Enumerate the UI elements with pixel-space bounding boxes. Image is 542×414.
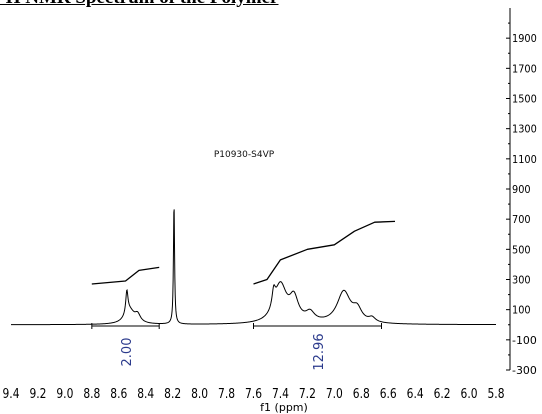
y-axis: 1900 1700 1500 1300 1100 900 700 500 300 100 -100 -… [506, 8, 537, 377]
x-tick-label: 8.2 [164, 387, 181, 402]
integral-region: 2.00 [91, 266, 160, 367]
integrals: 2.00 12.96 [91, 220, 396, 371]
integral-curve [253, 220, 396, 285]
y-tick-label: 500 [512, 243, 531, 256]
x-tick-label: 6.2 [434, 387, 451, 402]
x-tick-label: 8.6 [110, 387, 127, 402]
y-tick-label: 700 [512, 213, 531, 226]
y-tick-label: 900 [512, 183, 531, 196]
x-tick-label: 7.0 [326, 387, 343, 402]
y-tick-label: 1500 [512, 93, 537, 106]
x-tick-label: 5.8 [488, 387, 505, 402]
x-tick-label: 9.0 [56, 387, 73, 402]
y-tick-label: 1300 [512, 123, 537, 136]
y-tick-label: -100 [512, 334, 537, 347]
x-tick-label: 6.4 [407, 387, 424, 402]
plot-area: 2.00 12.96 [11, 209, 496, 371]
y-tick-label: -300 [512, 364, 537, 377]
integral-value: 12.96 [312, 333, 327, 370]
y-tick-label: 1700 [512, 62, 537, 75]
spectrum-trace [11, 209, 496, 326]
y-tick-label: 100 [512, 304, 531, 317]
sample-label: P10930-S4VP [214, 150, 275, 160]
x-tick-label: 7.6 [245, 387, 262, 402]
x-tick-label: 9.2 [29, 387, 46, 402]
integral-region: 12.96 [253, 220, 396, 371]
x-tick-label: 6.0 [461, 387, 478, 402]
x-tick-label: 7.2 [299, 387, 316, 402]
x-tick-label: 8.0 [191, 387, 208, 402]
x-tick-label: 9.4 [3, 387, 20, 402]
x-tick-label: 8.4 [137, 387, 154, 402]
y-tick-label: 1900 [512, 32, 537, 45]
x-tick-label: 7.4 [272, 387, 289, 402]
y-tick-label: 300 [512, 274, 531, 287]
x-tick-label: 8.8 [83, 387, 100, 402]
x-axis-label: f1 (ppm) [260, 401, 308, 414]
x-tick-label: 6.6 [380, 387, 397, 402]
x-tick-label: 7.8 [218, 387, 235, 402]
x-axis: 9.4 9.2 9.0 8.8 8.6 8.4 8.2 8.0 7.8 7.6 7.4 7.2 7.0 6… [3, 387, 505, 402]
y-tick-label: 1100 [512, 153, 537, 166]
x-tick-label: 6.8 [353, 387, 370, 402]
page-title: ¹H NMR Spectrum of the Polymer [0, 0, 279, 9]
integral-curve [91, 266, 160, 285]
integral-value: 2.00 [120, 338, 135, 367]
